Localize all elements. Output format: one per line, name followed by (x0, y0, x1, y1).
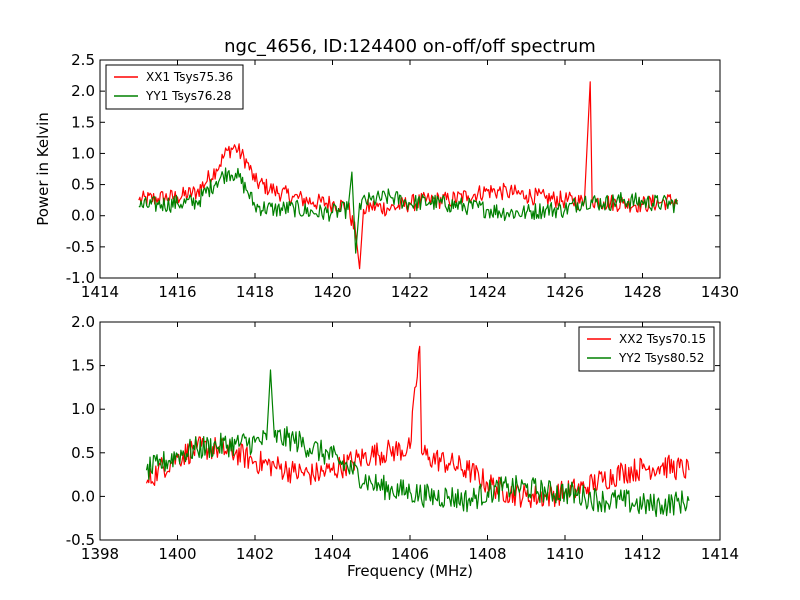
legend-label-1: YY2 Tsys80.52 (618, 351, 704, 365)
legend-label-0: XX2 Tsys70.15 (619, 332, 706, 346)
x-tick-label-0-8: 1430 (701, 283, 739, 301)
x-tick-label-1-1: 1400 (158, 545, 196, 563)
x-tick-label-0-6: 1426 (546, 283, 584, 301)
y-tick-label-1-0: -0.5 (66, 531, 95, 549)
legend-box (578, 326, 715, 372)
y-tick-label-1-1: 0.0 (71, 487, 95, 505)
y-tick-label-0-7: 2.5 (71, 51, 95, 69)
y-tick-label-0-6: 2.0 (71, 82, 95, 100)
x-tick-label-1-7: 1412 (623, 545, 661, 563)
y-tick-label-0-0: -1.0 (66, 269, 95, 287)
x-tick-label-0-1: 1416 (158, 283, 196, 301)
chart-title: ngc_4656, ID:124400 on-off/off spectrum (224, 36, 596, 57)
y-tick-label-0-2: 0.0 (71, 207, 95, 225)
top-plot-area (138, 81, 678, 270)
y-tick-label-1-3: 1.0 (71, 400, 95, 418)
series-line-1-1 (145, 369, 690, 518)
x-tick-label-0-4: 1422 (391, 283, 429, 301)
series-line-0-0 (138, 81, 678, 270)
top-legend: XX1 Tsys75.36 YY1 Tsys76.28 (105, 64, 244, 110)
x-tick-label-0-3: 1420 (313, 283, 351, 301)
y-tick-label-1-4: 1.5 (71, 357, 95, 375)
y-tick-label-0-5: 1.5 (71, 113, 95, 131)
x-axis-label: Frequency (MHz) (347, 562, 473, 580)
series-line-1-0 (145, 345, 690, 509)
legend-label-1: YY1 Tsys76.28 (145, 89, 231, 103)
x-tick-label-1-6: 1410 (546, 545, 584, 563)
y-axis-label: Power in Kelvin (34, 112, 52, 226)
x-tick-label-1-5: 1408 (468, 545, 506, 563)
x-tick-label-0-0: 1414 (81, 283, 119, 301)
x-tick-label-1-2: 1402 (236, 545, 274, 563)
x-tick-label-1-3: 1404 (313, 545, 351, 563)
y-tick-label-0-1: -0.5 (66, 238, 95, 256)
bottom-legend: XX2 Tsys70.15 YY2 Tsys80.52 (578, 326, 715, 372)
top-spectrum-panel: ngc_4656, ID:124400 on-off/off spectrum … (34, 36, 739, 301)
x-tick-label-1-8: 1414 (701, 545, 739, 563)
bottom-plot-area (145, 345, 690, 518)
series-line-0-1 (138, 167, 678, 254)
y-tick-label-0-3: 0.5 (71, 176, 95, 194)
x-tick-label-0-2: 1418 (236, 283, 274, 301)
y-tick-label-1-5: 2.0 (71, 313, 95, 331)
x-tick-label-0-7: 1428 (623, 283, 661, 301)
y-tick-label-0-4: 1.0 (71, 144, 95, 162)
legend-box (105, 64, 244, 110)
x-tick-label-1-0: 1398 (81, 545, 119, 563)
legend-label-0: XX1 Tsys75.36 (146, 70, 233, 84)
x-tick-label-0-5: 1424 (468, 283, 506, 301)
bottom-spectrum-panel: Frequency (MHz) XX2 Tsys70.15 YY2 Tsys80.… (66, 313, 739, 580)
y-tick-label-1-2: 0.5 (71, 444, 95, 462)
x-tick-label-1-4: 1406 (391, 545, 429, 563)
